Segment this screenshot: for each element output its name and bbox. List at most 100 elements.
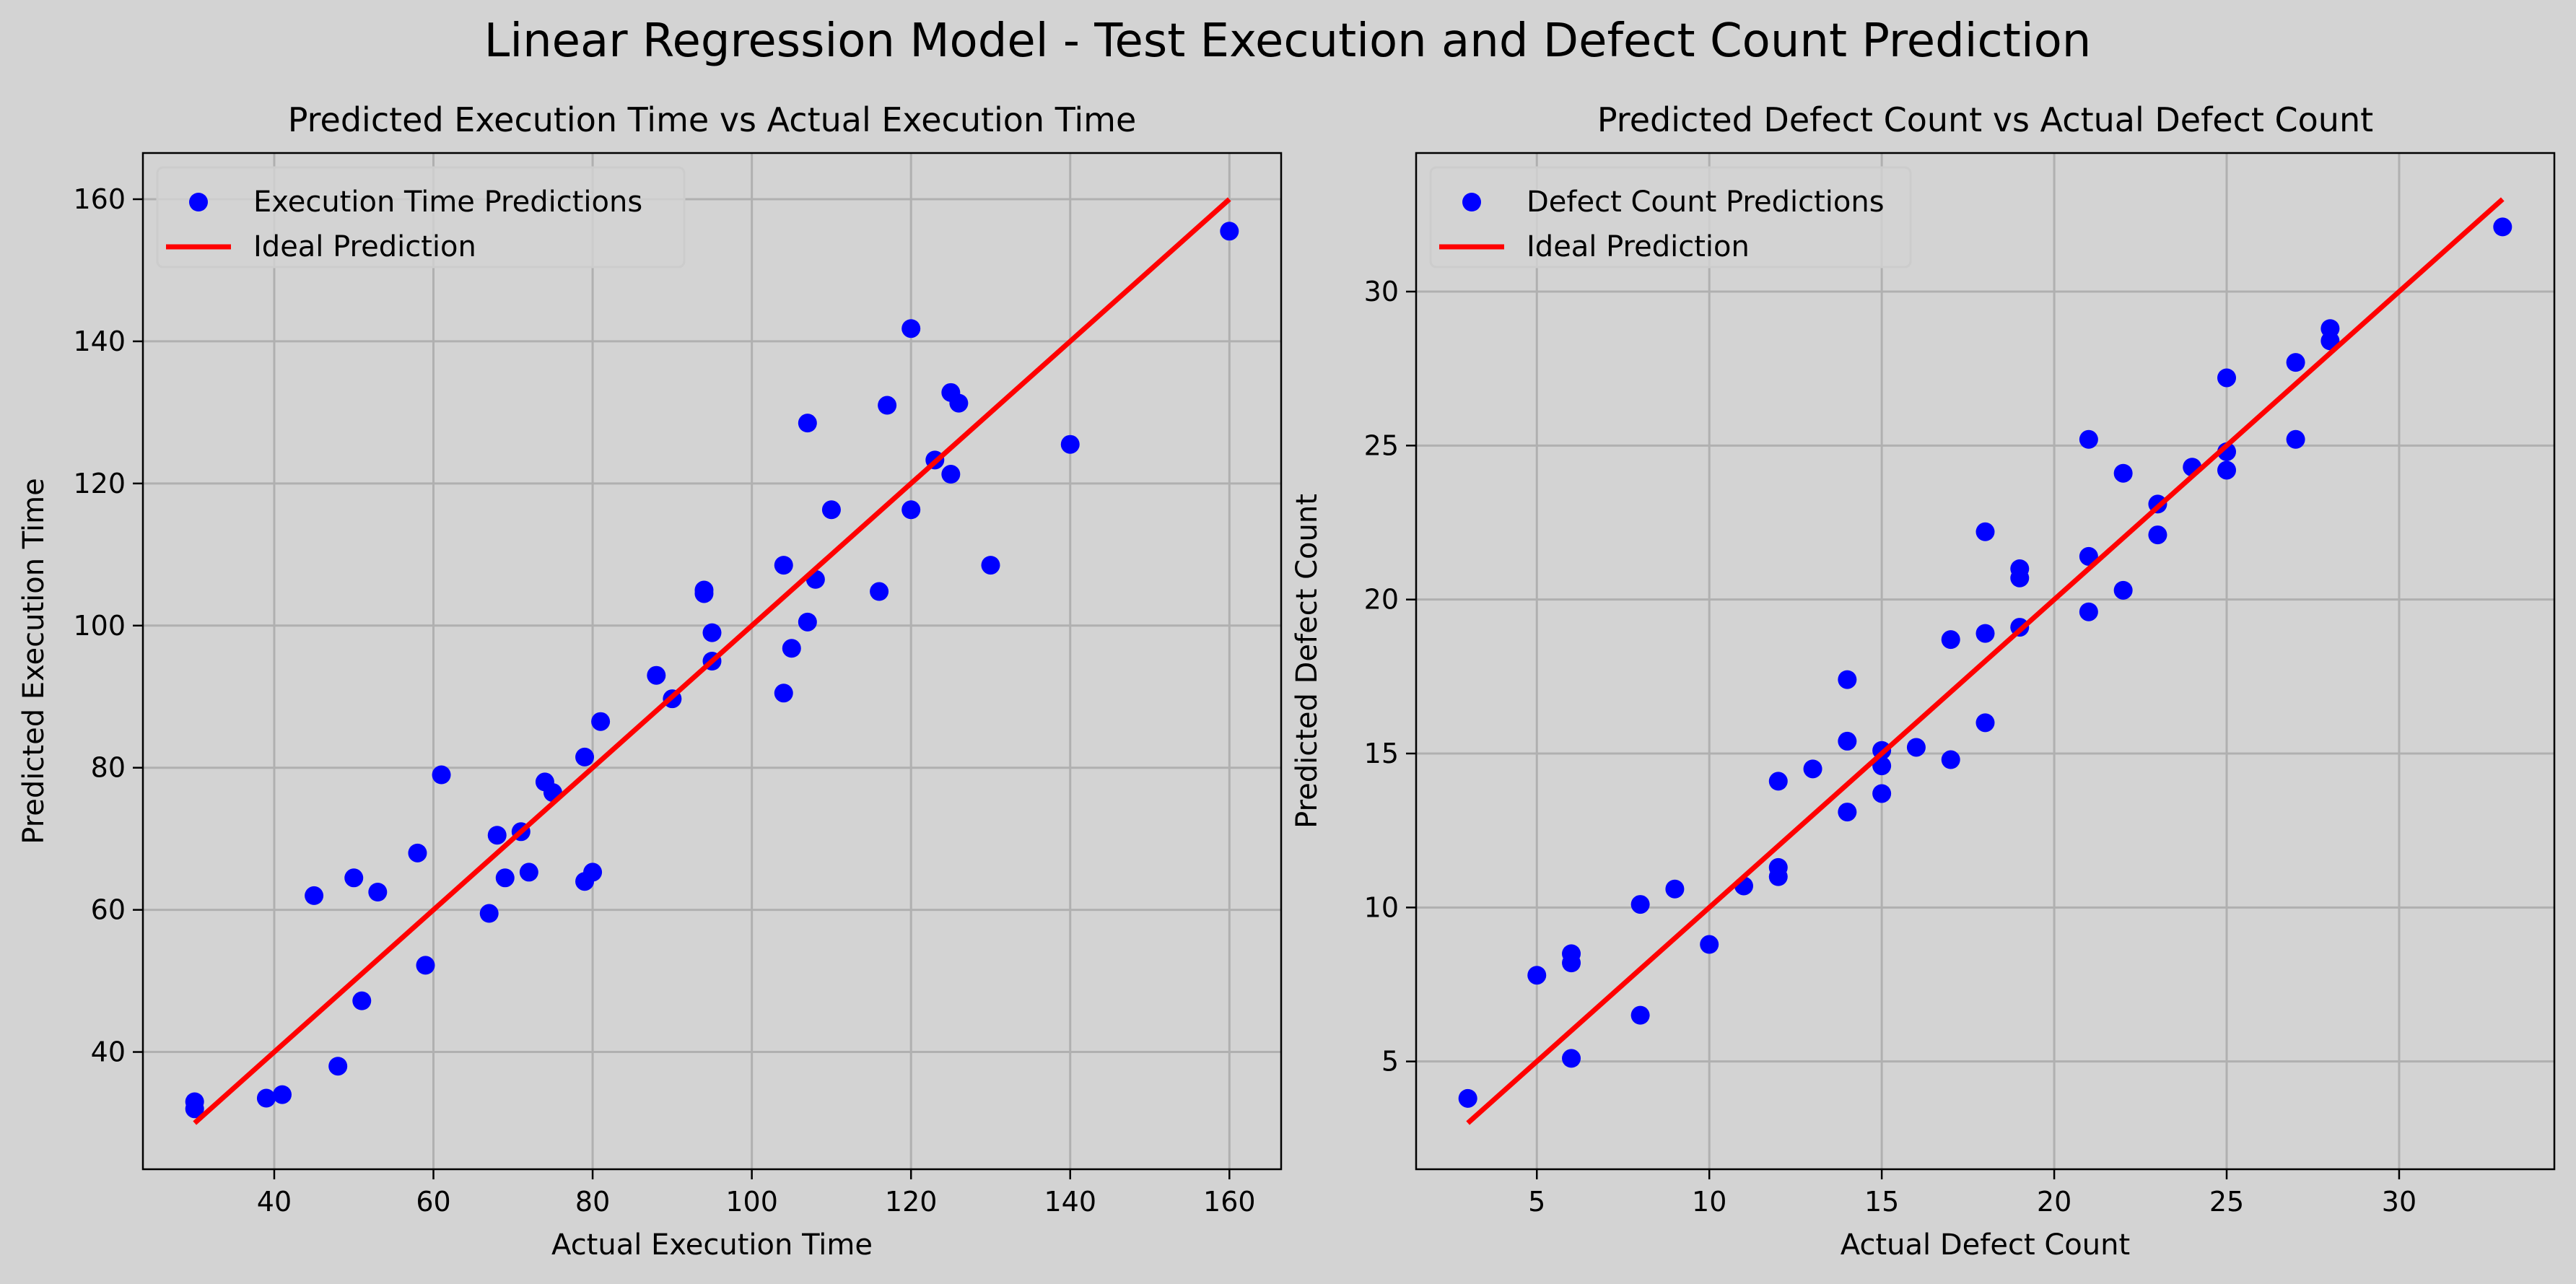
exec-data-point xyxy=(798,612,817,632)
exec-legend-box xyxy=(156,166,686,268)
defect-data-point xyxy=(1872,784,1892,803)
exec-data-point xyxy=(901,500,921,520)
defect-ytick-label: 10 xyxy=(1364,891,1399,923)
defect-data-point xyxy=(1768,867,1788,886)
exec-data-point xyxy=(1220,222,1239,241)
exec-y-axis-label: Predicted Execution Time xyxy=(17,478,51,844)
exec-legend-marker-scatter xyxy=(189,193,208,211)
exec-data-point xyxy=(949,393,969,413)
defect-data-point xyxy=(2079,602,2098,621)
exec-data-point xyxy=(344,868,364,888)
exec-data-point xyxy=(774,556,793,575)
exec-data-point xyxy=(694,584,714,603)
exec-data-point xyxy=(256,1088,276,1108)
defect-legend-marker-scatter xyxy=(1462,193,1481,211)
figure-title: Linear Regression Model - Test Execution… xyxy=(484,14,2092,68)
defect-legend-label-predictions: Defect Count Predictions xyxy=(1527,185,1885,219)
defect-data-point xyxy=(1941,750,1960,769)
exec-data-point xyxy=(416,956,435,975)
exec-ytick-label: 140 xyxy=(73,326,126,357)
exec-data-point xyxy=(583,862,603,882)
defect-ytick-label: 20 xyxy=(1364,584,1399,616)
exec-legend: Execution Time Predictions Ideal Predicti… xyxy=(156,166,686,268)
exec-data-point xyxy=(870,582,889,601)
exec-data-point xyxy=(185,1099,204,1119)
exec-xtick-label: 80 xyxy=(575,1186,610,1218)
exec-ytick-label: 160 xyxy=(73,183,126,215)
defect-data-point xyxy=(1562,1049,1581,1068)
defect-axes-title: Predicted Defect Count vs Actual Defect … xyxy=(1597,100,2373,139)
defect-x-axis-label: Actual Defect Count xyxy=(1841,1228,2130,1262)
exec-data-point xyxy=(981,556,1000,575)
defect-data-point xyxy=(2493,217,2512,237)
exec-data-point xyxy=(328,1057,348,1076)
defect-data-point xyxy=(2217,368,2237,388)
exec-data-point xyxy=(702,623,722,642)
defect-data-point xyxy=(2010,568,2030,588)
exec-data-point xyxy=(519,862,538,882)
exec-data-point xyxy=(782,639,801,658)
defect-xtick-label: 5 xyxy=(1528,1186,1545,1218)
defect-count-panel: 5 10 15 20 25 30 5 10 15 20 25 30 Predicted Defect C… xyxy=(1291,100,2556,1262)
exec-data-point xyxy=(774,684,793,703)
defect-data-point xyxy=(1665,879,1685,899)
exec-data-layer xyxy=(185,197,1239,1125)
exec-data-point xyxy=(901,319,921,339)
defect-data-point xyxy=(1906,738,1926,757)
exec-data-point xyxy=(305,886,324,905)
defect-ytick-label: 30 xyxy=(1364,276,1399,307)
exec-data-point xyxy=(878,396,897,415)
defect-data-point xyxy=(1768,772,1788,791)
defect-axes-frame xyxy=(1415,152,2556,1171)
exec-axes-title: Predicted Execution Time vs Actual Execu… xyxy=(288,100,1137,139)
exec-data-point xyxy=(368,883,388,901)
exec-data-point xyxy=(487,826,507,845)
defect-data-point xyxy=(2217,460,2237,480)
exec-data-point xyxy=(821,500,841,520)
defect-data-point xyxy=(1803,759,1822,779)
defect-data-point xyxy=(2148,525,2167,545)
defect-data-point xyxy=(2079,546,2098,566)
exec-xtick-label: 100 xyxy=(725,1186,778,1218)
exec-data-point xyxy=(591,712,611,731)
defect-data-point xyxy=(1630,895,1650,914)
defect-data-point xyxy=(2079,429,2098,449)
exec-ytick-label: 100 xyxy=(73,610,126,642)
exec-data-point xyxy=(479,904,499,923)
defect-data-point xyxy=(2113,463,2133,483)
exec-legend-label-ideal: Ideal Prediction xyxy=(253,230,476,263)
defect-data-point xyxy=(1562,953,1581,973)
defect-data-point xyxy=(1838,670,1857,689)
exec-xtick-label: 60 xyxy=(416,1186,450,1218)
exec-data-point xyxy=(432,765,451,785)
defect-legend-label-ideal: Ideal Prediction xyxy=(1527,230,1750,263)
defect-ytick-label: 15 xyxy=(1364,738,1399,769)
defect-data-point xyxy=(2320,331,2340,351)
execution-time-panel: 40 60 80 100 120 140 160 40 60 80 100 120 140 160 Pred… xyxy=(17,100,1283,1262)
defect-ideal-line xyxy=(1466,197,2505,1125)
defect-data-point xyxy=(1941,630,1960,650)
exec-data-point xyxy=(352,991,372,1010)
defect-data-layer xyxy=(1458,197,2512,1125)
exec-data-point xyxy=(575,747,595,767)
defect-xtick-label: 25 xyxy=(2209,1186,2244,1218)
defect-data-point xyxy=(1527,966,1547,985)
defect-ytick-label: 5 xyxy=(1381,1046,1399,1078)
defect-legend-box xyxy=(1429,166,1912,268)
exec-data-point xyxy=(495,868,515,888)
defect-data-point xyxy=(1975,522,1995,541)
exec-x-axis-label: Actual Execution Time xyxy=(551,1228,873,1262)
exec-ytick-label: 120 xyxy=(73,468,126,499)
exec-xtick-label: 120 xyxy=(885,1186,938,1218)
exec-legend-label-predictions: Execution Time Predictions xyxy=(253,185,642,219)
exec-xtick-label: 160 xyxy=(1203,1186,1256,1218)
defect-data-point xyxy=(2286,429,2305,449)
exec-data-point xyxy=(1060,434,1080,454)
exec-axes-frame xyxy=(141,152,1283,1171)
defect-data-point xyxy=(1872,756,1892,776)
defect-xtick-label: 10 xyxy=(1692,1186,1726,1218)
defect-data-point xyxy=(2113,580,2133,600)
exec-xtick-label: 140 xyxy=(1044,1186,1096,1218)
defect-y-axis-label: Predicted Defect Count xyxy=(1291,494,1324,829)
